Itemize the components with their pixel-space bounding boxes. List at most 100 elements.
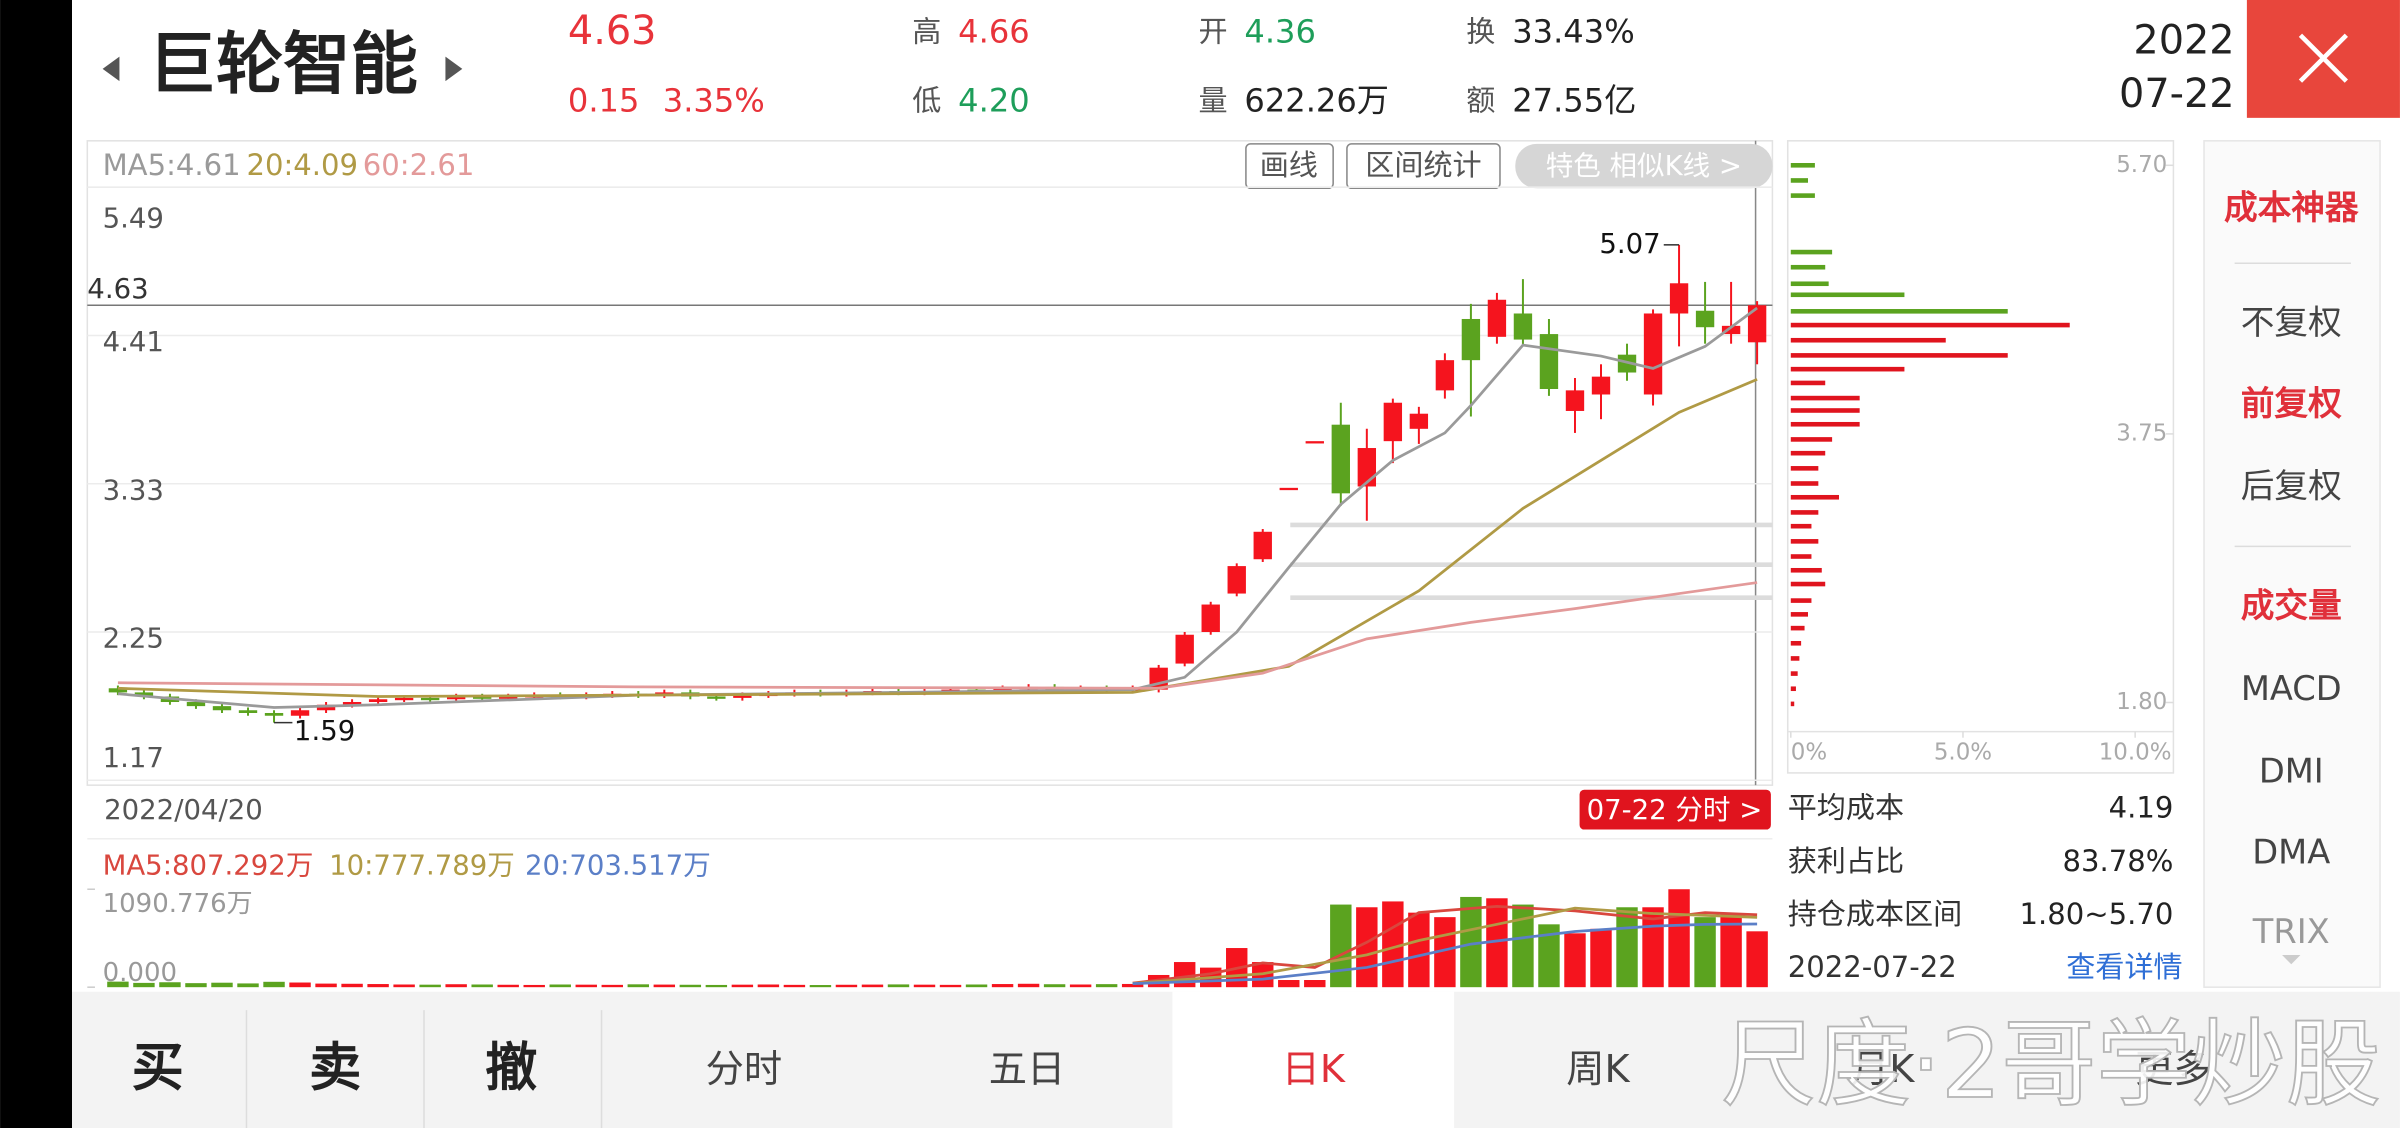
ma-line (117, 581, 1758, 690)
tab[interactable]: 五日 (989, 1047, 1066, 1092)
chip-bar (1790, 366, 1905, 372)
candle-body (1487, 299, 1507, 337)
volume-bar (549, 984, 571, 988)
trade-button[interactable]: 撤 (485, 1038, 537, 1098)
stat-value: 622.26万 (1244, 82, 1389, 120)
candle-body (134, 692, 154, 697)
stat-label: 高 (912, 15, 941, 49)
chip-bar (1790, 292, 1905, 298)
button-label: 画线 (1260, 148, 1318, 182)
volume-bar (861, 984, 884, 988)
legend-entry: 20:703.517万 (525, 849, 711, 881)
legend-entry: 20:4.09 (246, 148, 358, 182)
chip-bar (1790, 264, 1826, 270)
volume-bar (653, 984, 676, 988)
stat-label: 开 (1198, 15, 1227, 49)
volume-bar (263, 981, 285, 988)
candle-body (264, 712, 284, 716)
candle-body (1643, 313, 1663, 395)
watermark: 尺度·2哥学炒股 (1721, 1010, 2381, 1120)
chip-bar (1790, 598, 1812, 603)
volume-bar (809, 985, 832, 988)
chip-bar (1790, 421, 1860, 427)
candle-body (993, 688, 1012, 692)
chip-bar (1790, 640, 1802, 646)
volume-bar (1095, 984, 1118, 988)
volume-bar (1069, 984, 1092, 988)
tab[interactable]: 月K (1851, 1047, 1915, 1092)
side-menu-item[interactable]: 成本神器 (2224, 188, 2359, 227)
chip-bar (1790, 701, 1795, 707)
side-menu-item[interactable]: MACD (2241, 669, 2342, 708)
ma-line (117, 378, 1758, 698)
intraday-badge[interactable] (1579, 789, 1771, 830)
stat-value: 33.43% (1512, 13, 1635, 51)
side-menu-item[interactable]: 不复权 (2241, 303, 2342, 342)
tab[interactable]: 周K (1566, 1047, 1630, 1092)
tab[interactable]: 分时 (706, 1047, 783, 1092)
legend-entry: 60:2.61 (363, 148, 475, 182)
volume-bar (497, 984, 519, 988)
chip-bar (1790, 494, 1839, 500)
candle-body (1591, 376, 1611, 395)
trade-button[interactable]: 卖 (309, 1038, 361, 1098)
volume-bar (679, 984, 702, 988)
chip-bar (1790, 581, 1826, 587)
button-label: 特色 相似K线 > (1546, 150, 1742, 182)
range-button[interactable] (1346, 143, 1501, 190)
tab[interactable]: 更多 (2135, 1047, 2212, 1092)
stat-value: 4.20 (958, 82, 1030, 120)
volume-bar (133, 982, 155, 988)
candle-body (1175, 634, 1194, 664)
volume-bar (1694, 917, 1716, 988)
chip-bar (1790, 567, 1822, 573)
volume-bar (1746, 931, 1768, 988)
chip-bar (1790, 281, 1829, 287)
side-menu-item[interactable]: 成交量 (2241, 586, 2342, 625)
candle-body (472, 696, 492, 699)
side-menu-item[interactable]: DMI (2259, 751, 2324, 790)
low-label: 1.59 (294, 715, 355, 747)
stat-value[interactable]: 查看详情 (2066, 950, 2182, 984)
y-tick-label: 5.70 (2116, 152, 2167, 178)
trade-button[interactable]: 买 (132, 1038, 184, 1098)
candle-body (1669, 283, 1689, 314)
volume-bar (627, 984, 650, 988)
candle-body (1435, 360, 1455, 391)
chip-bar (1790, 510, 1819, 515)
stat-value: 4.19 (2109, 791, 2174, 825)
stat-value: 1.80~5.70 (2020, 897, 2174, 931)
volume-bar (601, 984, 623, 988)
active-tab-bg (1172, 991, 1455, 1128)
stat-value: 4.36 (1244, 13, 1316, 51)
candle-body (1279, 487, 1298, 491)
stat-label: 换 (1466, 15, 1495, 49)
side-menu-item[interactable]: 后复权 (2241, 467, 2342, 506)
candle-body (1747, 305, 1767, 343)
volume-bar (991, 984, 1014, 988)
candle-body (1409, 413, 1429, 429)
tab[interactable]: 日K (1282, 1047, 1346, 1092)
chip-bar (1790, 163, 1815, 168)
stat-label: 低 (912, 84, 941, 118)
price-line-label: 4.63 (87, 273, 148, 305)
chip-bar (1790, 612, 1809, 617)
chip-bar (1790, 671, 1798, 676)
special-button[interactable] (1515, 143, 1773, 189)
prev-arrow[interactable] (102, 56, 120, 82)
y-tick-label: 1090.776万 (103, 889, 253, 919)
stat-label: 持仓成本区间 (1788, 897, 1962, 931)
chip-bar (1790, 554, 1812, 559)
side-menu-item[interactable]: TRIX (2252, 912, 2330, 951)
draw-button[interactable] (1245, 143, 1334, 190)
chip-bar (1790, 353, 2008, 358)
volume-bar (1304, 980, 1326, 988)
side-menu-item[interactable]: DMA (2252, 833, 2330, 872)
side-menu-item[interactable]: 前复权 (2241, 384, 2342, 423)
volume-bar (1538, 924, 1560, 988)
next-arrow[interactable] (445, 56, 463, 82)
candle-body (1721, 325, 1741, 335)
volume-bar (731, 984, 754, 988)
x-tick-label: 5.0% (1934, 740, 1992, 766)
